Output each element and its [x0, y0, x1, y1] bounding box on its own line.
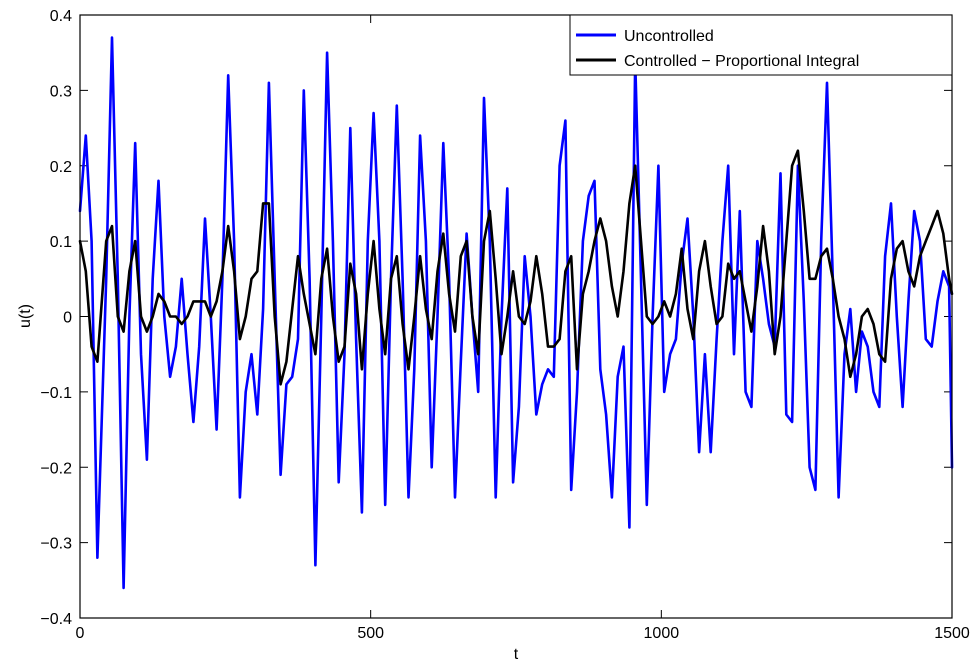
legend-label-controlled: Controlled − Proportional Integral — [624, 53, 859, 70]
y-axis-label: u(t) — [17, 304, 34, 328]
x-tick-label: 1000 — [644, 625, 680, 642]
x-axis-label: t — [514, 646, 519, 663]
y-tick-label: 0.3 — [50, 83, 72, 100]
tick-labels: 0 500 1000 1500 −0.4 −0.3 −0.2 −0.1 0 0.1 0.2 0.3 0.… — [40, 8, 969, 642]
y-tick-label: −0.2 — [40, 460, 72, 477]
series-line-uncontrolled — [78, 36, 954, 590]
x-tick-label: 1500 — [934, 625, 970, 642]
y-tick-label: 0.1 — [50, 234, 72, 251]
x-tick-label: 0 — [76, 625, 85, 642]
legend: Uncontrolled Controlled − Proportional I… — [569, 14, 953, 76]
x-tick-label: 500 — [357, 625, 384, 642]
series-line-controlled — [78, 149, 954, 386]
legend-box — [569, 14, 953, 76]
y-tick-label: 0 — [63, 310, 72, 327]
legend-label-uncontrolled: Uncontrolled — [624, 28, 714, 45]
y-tick-label: −0.3 — [40, 536, 72, 553]
plot-frame — [79, 14, 953, 619]
plot-background — [80, 15, 952, 618]
y-tick-label: 0.2 — [50, 159, 72, 176]
plot-lines — [78, 36, 954, 590]
y-tick-label: 0.4 — [50, 8, 72, 25]
y-tick-label: −0.4 — [40, 611, 72, 628]
y-tick-label: −0.1 — [40, 385, 72, 402]
